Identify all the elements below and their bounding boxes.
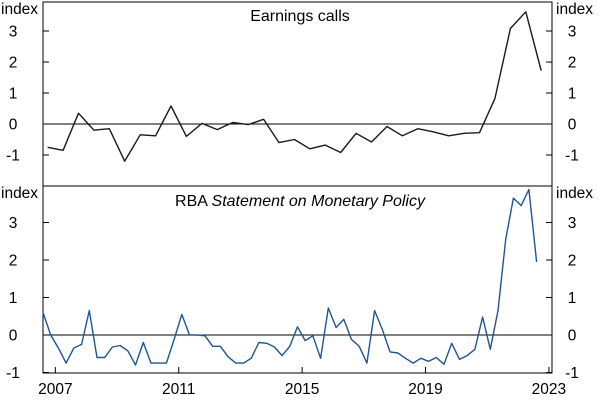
bottom-left-axis-unit: index: [1, 185, 38, 202]
top-left-axis-unit: index: [1, 1, 38, 18]
bottom-ytick-label-right: 3: [568, 215, 577, 232]
bottom-ytick-label-right: -1: [565, 365, 579, 382]
bottom-y-ticks: 3 3 2 2 1 1 0 0 -1 -1: [6, 215, 579, 382]
top-ytick-label-right: 1: [568, 86, 577, 103]
rba-smp-series-line: [42, 188, 538, 366]
top-ytick-label-right: 3: [568, 24, 577, 41]
x-ticks: 2007 2011 2015 2019 2023: [38, 367, 566, 398]
bottom-title-italic: Statement on Monetary Policy: [212, 193, 426, 210]
top-ytick-label-left: 2: [9, 55, 18, 72]
bottom-ytick-label-left: 2: [9, 253, 18, 270]
bottom-ytick-label-right: 2: [568, 253, 577, 270]
top-ytick-label-right: 0: [568, 117, 577, 134]
xtick-label: 2011: [162, 381, 195, 398]
top-panel-frame: [42, 1, 553, 187]
bottom-ytick-label-left: 3: [9, 215, 18, 232]
top-panel-title: Earnings calls: [250, 8, 350, 25]
top-ytick-label-left: 3: [9, 24, 18, 41]
top-ytick-label-left: 0: [9, 117, 18, 134]
bottom-panel-title: RBA Statement on Monetary Policy: [175, 193, 426, 210]
top-right-axis-unit: index: [556, 1, 593, 18]
xtick-label: 2015: [285, 381, 319, 398]
top-ytick-label-right: -1: [565, 148, 579, 165]
top-ytick-label-left: 1: [9, 86, 18, 103]
xtick-label: 2023: [532, 381, 566, 398]
bottom-ytick-label-right: 1: [568, 290, 577, 307]
top-ytick-label-left: -1: [6, 148, 20, 165]
xtick-label: 2007: [38, 381, 72, 398]
earnings-calls-series-line: [47, 11, 542, 162]
bottom-ytick-label-left: 0: [9, 328, 18, 345]
xtick-label: 2019: [408, 381, 442, 398]
bottom-ytick-label-left: -1: [6, 365, 20, 382]
bottom-ytick-label-left: 1: [9, 290, 18, 307]
bottom-panel-frame: [42, 185, 553, 374]
bottom-right-axis-unit: index: [556, 185, 593, 202]
bottom-title-normal: RBA: [175, 193, 208, 210]
bottom-ytick-label-right: 0: [568, 328, 577, 345]
top-y-ticks: 3 3 2 2 1 1 0 0 -1 -1: [6, 24, 579, 165]
top-ytick-label-right: 2: [568, 55, 577, 72]
